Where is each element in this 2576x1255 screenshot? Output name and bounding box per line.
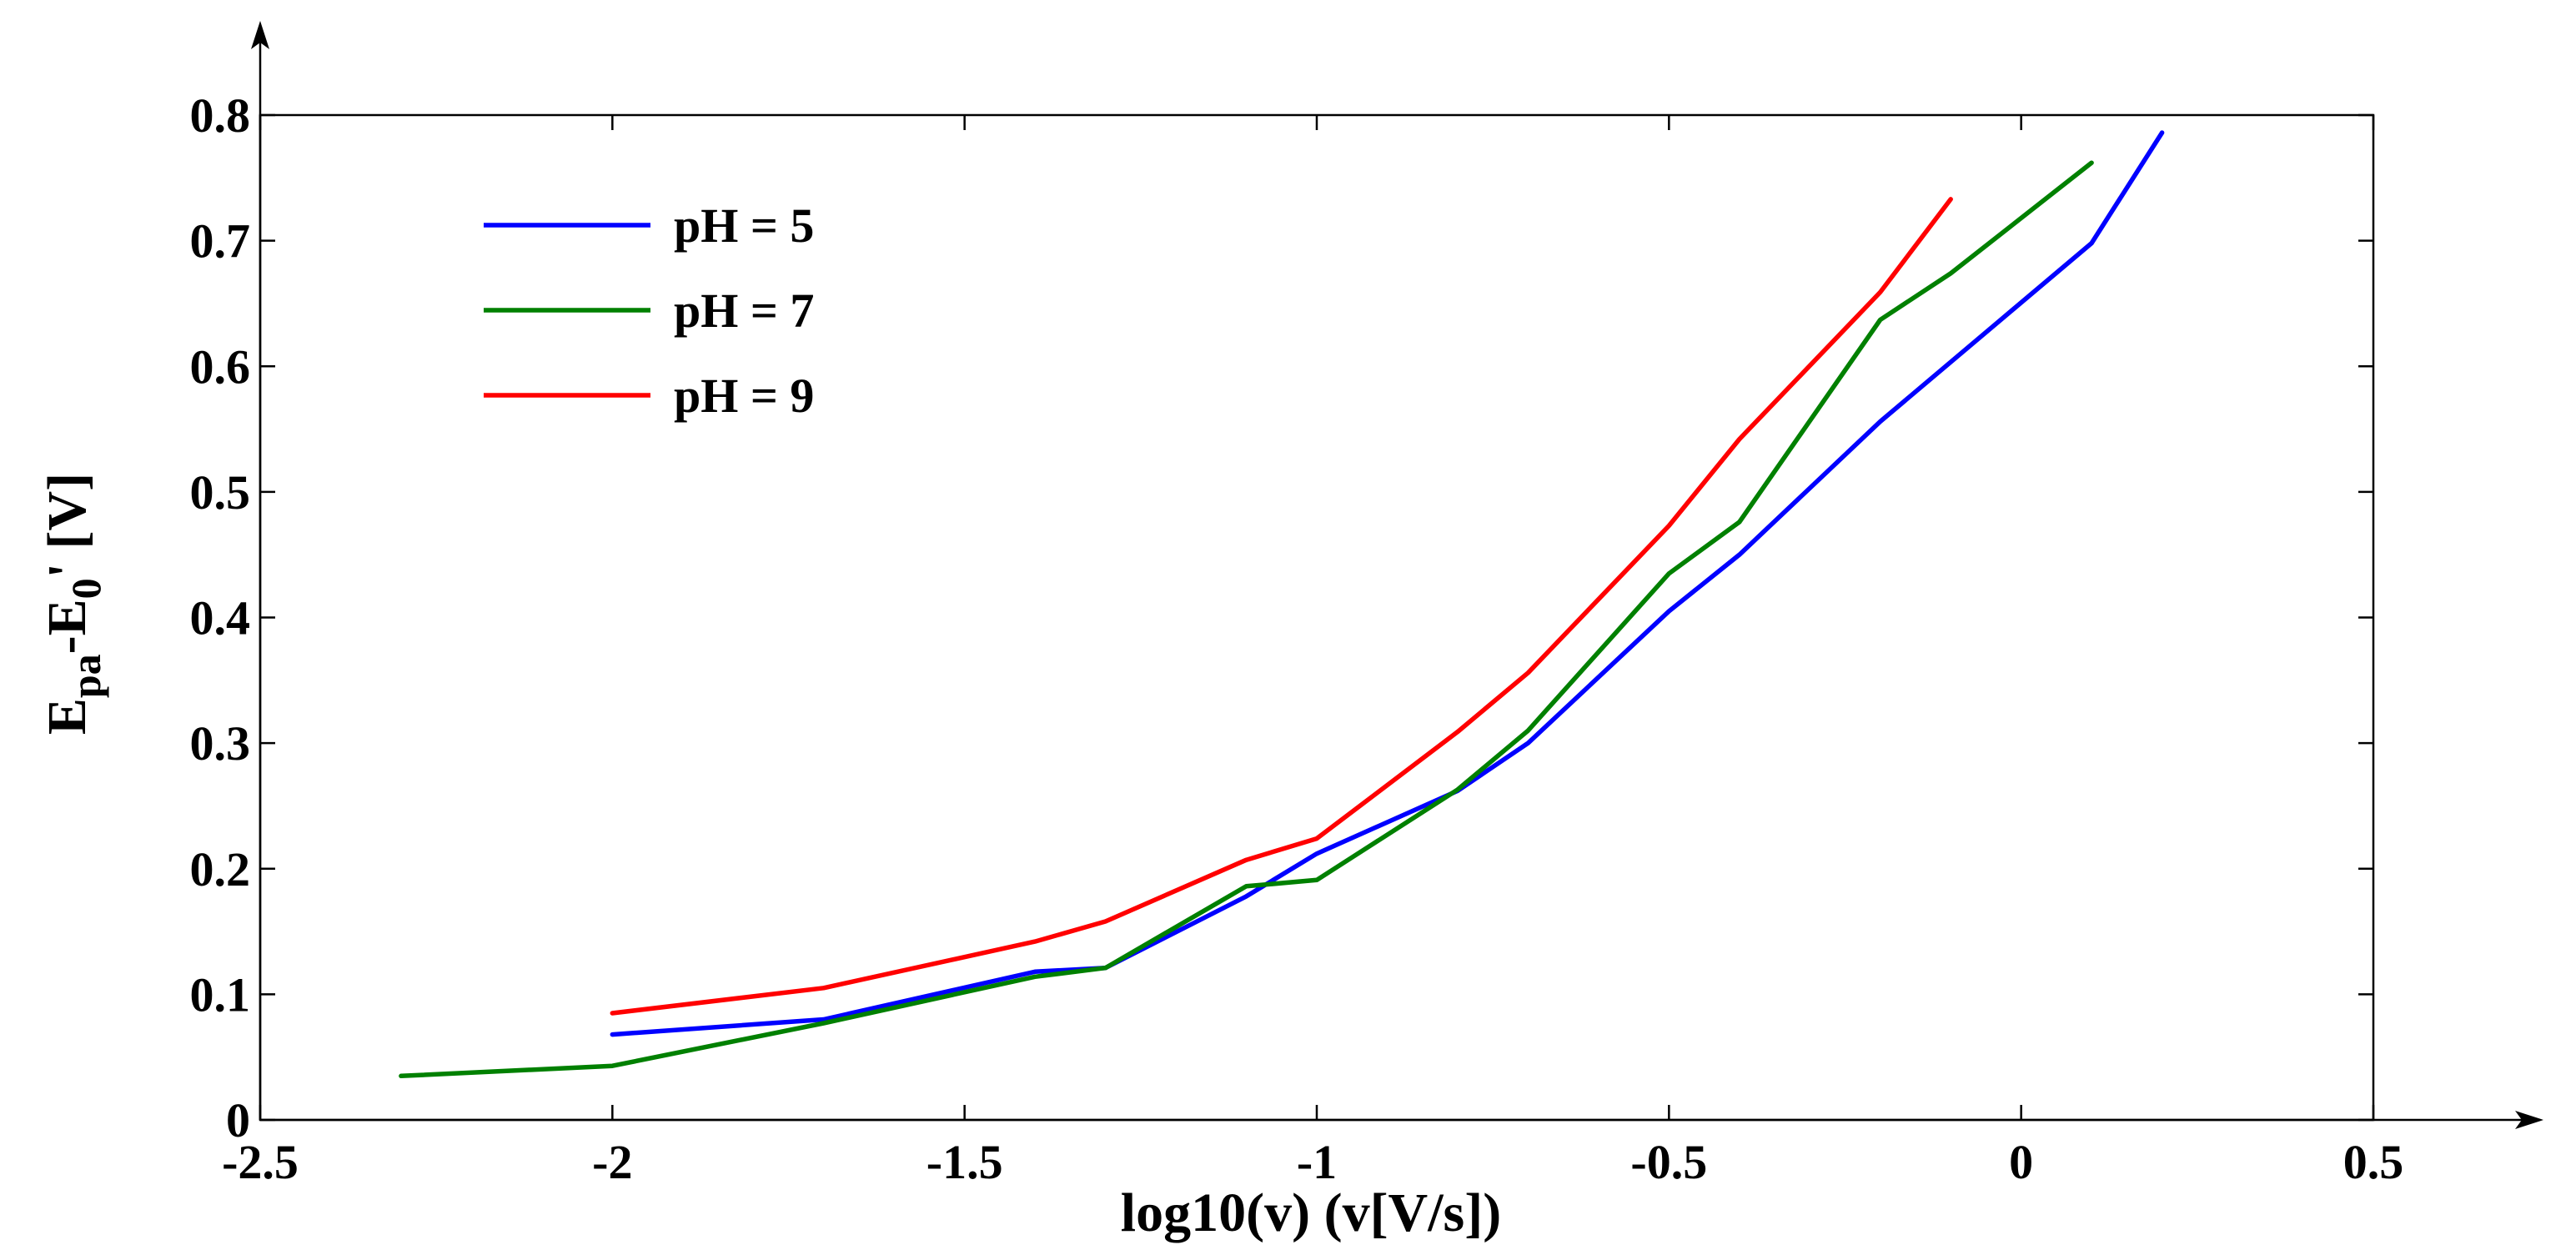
y-axis-title-tail: ' [V] bbox=[37, 473, 98, 578]
y-tick-label: 0 bbox=[226, 1093, 250, 1147]
legend-label: pH = 5 bbox=[674, 198, 814, 253]
y-tick-label: 0.1 bbox=[190, 967, 251, 1022]
y-axis-title-sub1: pa bbox=[63, 654, 109, 698]
legend: pH = 5 pH = 7 pH = 9 bbox=[484, 198, 814, 423]
y-tick-label: 0.4 bbox=[190, 591, 251, 645]
y-axis-title-main: E bbox=[37, 698, 98, 735]
x-tick-label: -1 bbox=[1297, 1135, 1337, 1189]
x-tick-label: -1.5 bbox=[926, 1135, 1003, 1189]
series-line-2 bbox=[399, 160, 2094, 1079]
x-axis-arrow-icon bbox=[2515, 1111, 2543, 1129]
y-axis-title-sub2: 0 bbox=[63, 578, 109, 599]
legend-label: pH = 9 bbox=[674, 369, 814, 423]
x-tick-label: -2.5 bbox=[222, 1135, 299, 1189]
y-tick-label: 0.3 bbox=[190, 716, 251, 771]
y-axis-arrow-icon bbox=[251, 21, 269, 49]
plot-box bbox=[259, 113, 2375, 1122]
axes: -2.5 -2 -1.5 -1 -0.5 0 0.5 0 0.1 0.2 0.3 0.4 0.5 0.6 0… bbox=[190, 21, 2543, 1189]
legend-label: pH = 7 bbox=[674, 284, 814, 338]
y-tick-label: 0.6 bbox=[190, 339, 251, 394]
y-tick-label: 0.5 bbox=[190, 465, 251, 520]
x-tick-label: 0.5 bbox=[2343, 1135, 2404, 1189]
y-tick-label: 0.8 bbox=[190, 88, 251, 143]
y-axis-title-mid: -E bbox=[37, 599, 98, 654]
y-tick-label: 0.7 bbox=[190, 214, 251, 269]
series-line-3 bbox=[610, 197, 1953, 1016]
x-tick-label: 0 bbox=[2009, 1135, 2033, 1189]
series-lines bbox=[399, 130, 2165, 1079]
x-axis-title: log10(v) (v[V/s]) bbox=[1121, 1182, 1501, 1243]
x-tick-label: -2 bbox=[592, 1135, 632, 1189]
y-axis-title: Epa-E0' [V] bbox=[37, 473, 109, 735]
series-line-1 bbox=[610, 130, 2165, 1037]
x-tick-label: -0.5 bbox=[1630, 1135, 1707, 1189]
y-tick-label: 0.2 bbox=[190, 842, 251, 896]
